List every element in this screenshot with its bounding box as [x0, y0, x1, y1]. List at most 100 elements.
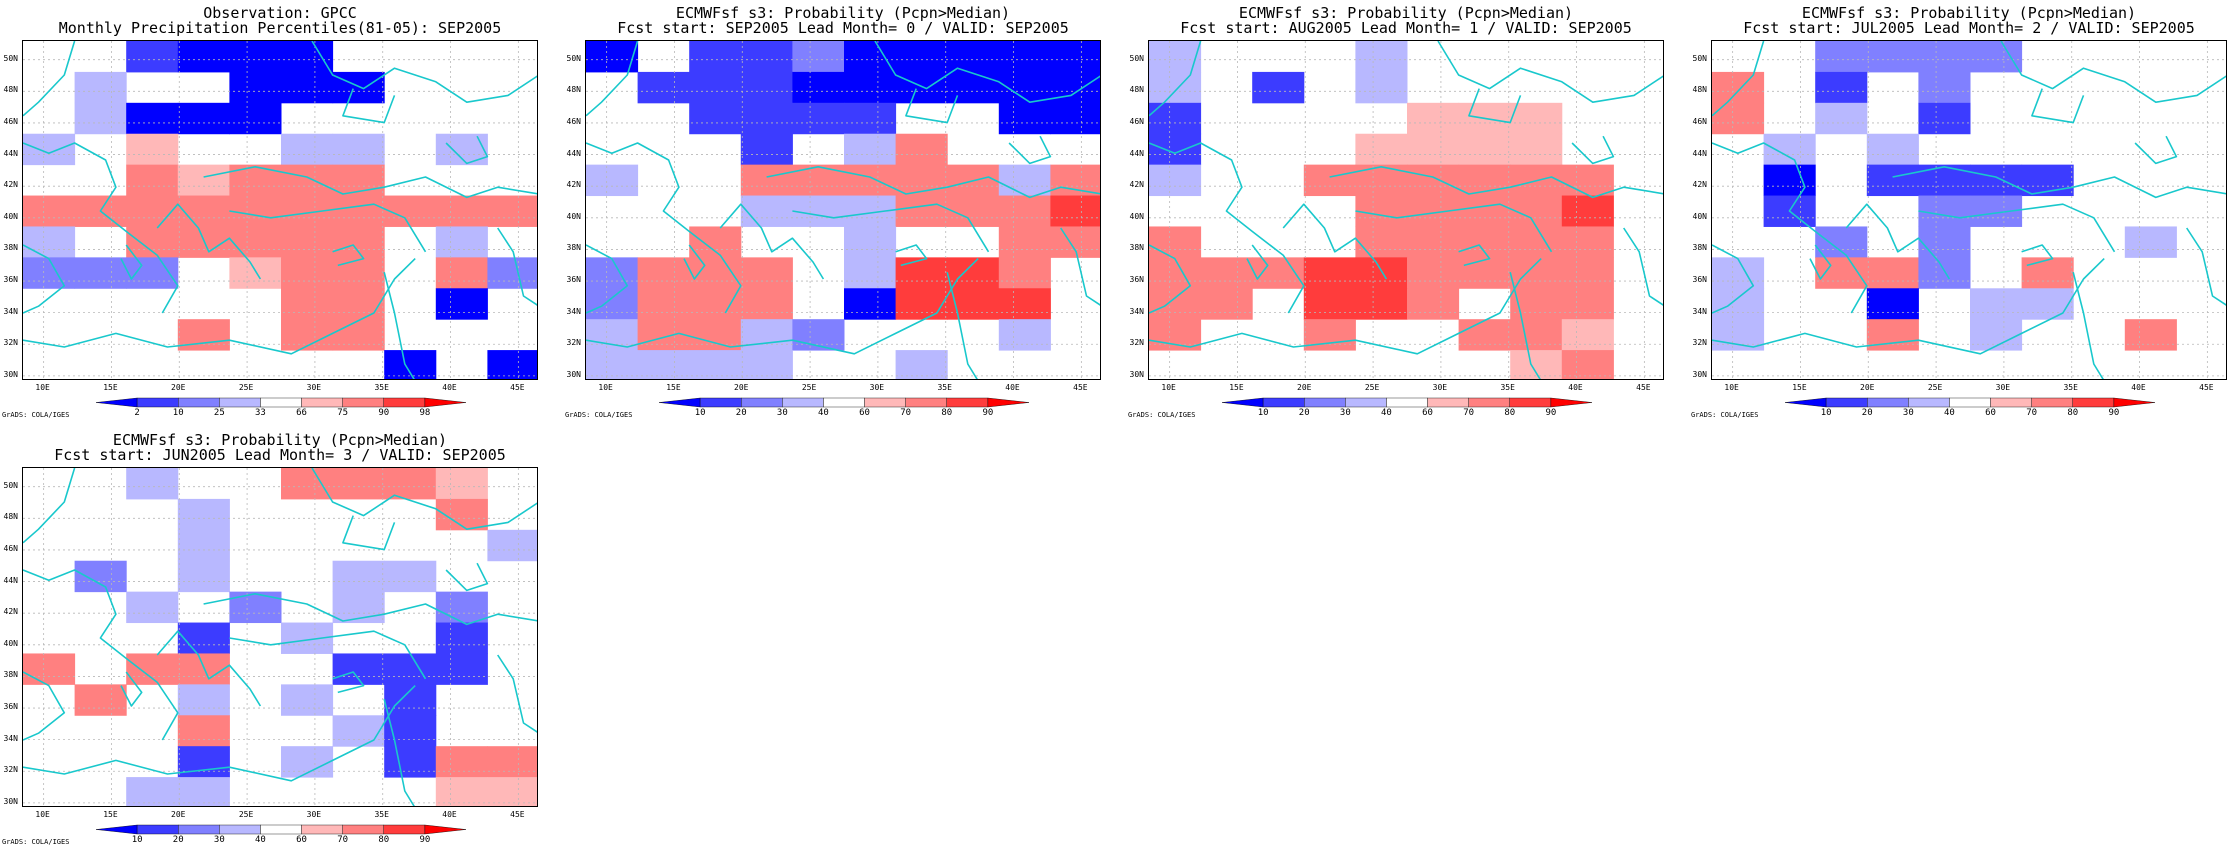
- grid-cell: [74, 560, 127, 593]
- lat-tick-label: 36N: [3, 275, 18, 285]
- grid-cell: [177, 715, 230, 747]
- colorbar-label: 70: [1463, 408, 1475, 418]
- grid-cell: [487, 257, 537, 289]
- grid-cell: [177, 102, 230, 135]
- lon-tick-label: 45E: [510, 810, 525, 819]
- colorbar-swatch: [1990, 397, 2032, 408]
- grid-cell: [844, 102, 897, 135]
- grid-cell: [1407, 133, 1460, 166]
- lon-tick-label: 25E: [1927, 383, 1943, 392]
- colorbar-swatch: [219, 824, 261, 835]
- grid-cell: [1712, 102, 1765, 135]
- grid-cell: [689, 71, 742, 104]
- grid-cell: [1763, 164, 1816, 197]
- grid-cell: [2021, 288, 2074, 320]
- grid-cell: [1458, 319, 1511, 351]
- coastline: [1712, 258, 2105, 355]
- coastline: [23, 258, 416, 355]
- grid-cell: [740, 164, 793, 197]
- grid-cell: [384, 195, 437, 227]
- colorbar-label: 30: [1339, 408, 1351, 418]
- colorbar-swatch: [219, 397, 261, 408]
- lat-tick-label: 34N: [3, 306, 18, 316]
- lon-tick-label: 40E: [442, 383, 457, 392]
- colorbar-swatch: [987, 397, 1030, 408]
- coastline: [1623, 227, 1663, 306]
- colorbar-label: 80: [941, 408, 953, 418]
- grid-cell: [1712, 288, 1765, 320]
- grid-cell: [998, 164, 1051, 197]
- grid-cell: [1712, 319, 1765, 351]
- colorbar-label: 90: [378, 408, 390, 418]
- coastline: [23, 41, 76, 117]
- coastline: [497, 227, 537, 306]
- grid-cell: [792, 102, 845, 135]
- colorbar-swatch: [1345, 397, 1387, 408]
- lat-tick-label: 30N: [1692, 369, 1707, 379]
- coastline: [445, 135, 489, 165]
- colorbar-swatch: [424, 824, 467, 835]
- grid-cell: [947, 195, 1000, 227]
- colorbar-label: 90: [2108, 408, 2120, 418]
- coastline: [719, 203, 825, 280]
- colorbar-swatch: [342, 824, 384, 835]
- grid-cell: [487, 195, 537, 227]
- grid-cell: [177, 684, 230, 716]
- grid-cell: [1970, 288, 2023, 320]
- lat-tick-label: 40N: [1129, 211, 1144, 221]
- grid-cell: [177, 41, 230, 73]
- coastline: [1437, 41, 1663, 104]
- colorbar-label: 90: [1545, 408, 1557, 418]
- grid-cell: [947, 41, 1000, 73]
- colorbar-swatch: [782, 397, 824, 408]
- grid-cell: [1970, 41, 2023, 73]
- lon-tick-label: 35E: [374, 383, 389, 392]
- grid-cell: [586, 350, 639, 379]
- grid-cell: [1149, 288, 1202, 320]
- panel-subtitle: Fcst start: JUL2005 Lead Month= 2 / VALI…: [1743, 19, 2195, 37]
- coastline: [342, 515, 396, 551]
- lat-tick-label: 36N: [1692, 275, 1707, 285]
- grid-cell: [177, 195, 230, 227]
- lat-tick-label: 50N: [1692, 53, 1707, 63]
- colorbar-swatch: [1386, 397, 1428, 408]
- colorbar-label: 40: [1381, 408, 1392, 418]
- grid-cell: [177, 560, 230, 593]
- grid-cell: [281, 288, 334, 320]
- grid-cell: [586, 257, 639, 289]
- colorbar-label: 70: [900, 408, 912, 418]
- colorbar-label: 20: [1861, 408, 1873, 418]
- map-svg: [586, 41, 1100, 379]
- grid-cell: [229, 257, 282, 289]
- lat-tick-label: 48N: [3, 512, 18, 522]
- colorbar-swatch: [1908, 397, 1950, 408]
- grid-cell: [487, 777, 537, 806]
- grid-cell: [740, 102, 793, 135]
- coastline: [1571, 135, 1615, 165]
- lat-tick-label: 30N: [3, 369, 18, 379]
- grid-cell: [126, 777, 179, 806]
- grid-cell: [1458, 133, 1511, 166]
- panel-subtitle: Fcst start: SEP2005 Lead Month= 0 / VALI…: [617, 19, 1069, 37]
- colorbar-label: 66: [296, 408, 307, 418]
- grid-cell: [126, 468, 179, 500]
- coastline: [156, 630, 262, 707]
- grid-cell: [844, 133, 897, 166]
- lat-tick-label: 38N: [3, 243, 18, 253]
- lon-tick-label: 40E: [1005, 383, 1020, 392]
- map-plot-area: [22, 467, 538, 807]
- map-panel: ECMWFsf s3: Probability (Pcpn>Median) Fcs…: [1689, 0, 2239, 420]
- coastline: [586, 258, 979, 355]
- coastline: [1355, 203, 1553, 253]
- colorbar-swatch: [260, 397, 302, 408]
- colorbar-swatch: [301, 824, 343, 835]
- grid-cell: [1866, 319, 1919, 351]
- grid-cell: [689, 257, 742, 289]
- colorbar-label: 70: [337, 835, 349, 845]
- grid-cell: [1355, 257, 1408, 289]
- grid-cell: [844, 226, 897, 258]
- grid-cell: [844, 71, 897, 104]
- grid-cell: [740, 133, 793, 166]
- lon-tick-label: 30E: [1432, 383, 1448, 392]
- colorbar-label: 40: [818, 408, 829, 418]
